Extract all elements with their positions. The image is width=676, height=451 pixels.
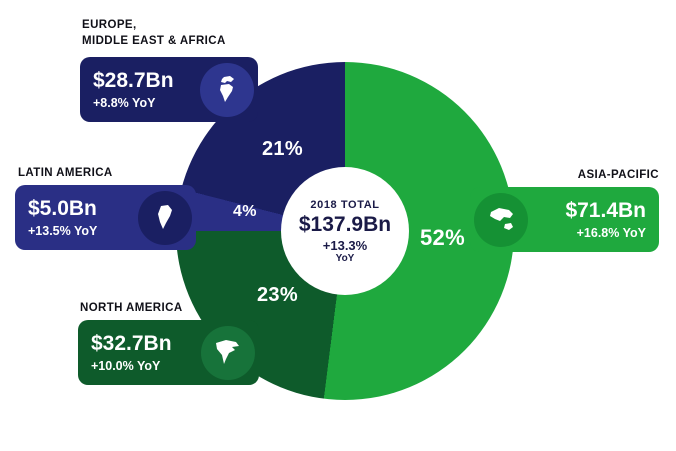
slice-label-north-america: 23% [257,284,298,306]
emea-amount: $28.7Bn [93,69,174,93]
region-heading-emea: EUROPE, MIDDLE EAST & AFRICA [82,19,226,47]
emea-yoy: +8.8% YoY [93,95,156,110]
center-total-label: 2018 TOTAL [310,198,380,211]
asia-australia-map-icon [474,192,528,247]
slice-label-emea: 21% [262,138,303,160]
center-yoy-value: +13.3% [322,237,368,253]
region-heading-latam: LATIN AMERICA [18,167,113,179]
region-heading-north-america: NORTH AMERICA [80,302,183,314]
latam-yoy: +13.5% YoY [28,223,98,238]
latam-amount: $5.0Bn [28,197,97,221]
north-america-yoy: +10.0% YoY [91,358,161,373]
callout-emea: $28.7Bn +8.8% YoY [80,57,258,122]
north-america-amount: $32.7Bn [91,332,172,356]
south-america-map-icon [138,190,192,245]
slice-label-latin-america: 4% [233,203,257,220]
center-total-value: $137.9Bn [298,212,392,236]
asia-pacific-yoy: +16.8% YoY [576,225,646,240]
region-heading-asia-pacific: ASIA-PACIFIC [577,169,659,181]
slice-label-asia-pacific: 52% [420,225,465,250]
donut-center: 2018 TOTAL $137.9Bn +13.3% YoY [281,167,409,295]
center-yoy-unit: YoY [335,252,355,264]
callout-north-america: $32.7Bn +10.0% YoY [78,320,259,385]
callout-latam: $5.0Bn +13.5% YoY [15,185,196,250]
europe-africa-map-icon [200,62,254,117]
callout-asia-pacific: $71.4Bn +16.8% YoY [470,187,659,252]
north-america-map-icon [201,325,255,380]
asia-pacific-amount: $71.4Bn [565,199,646,223]
